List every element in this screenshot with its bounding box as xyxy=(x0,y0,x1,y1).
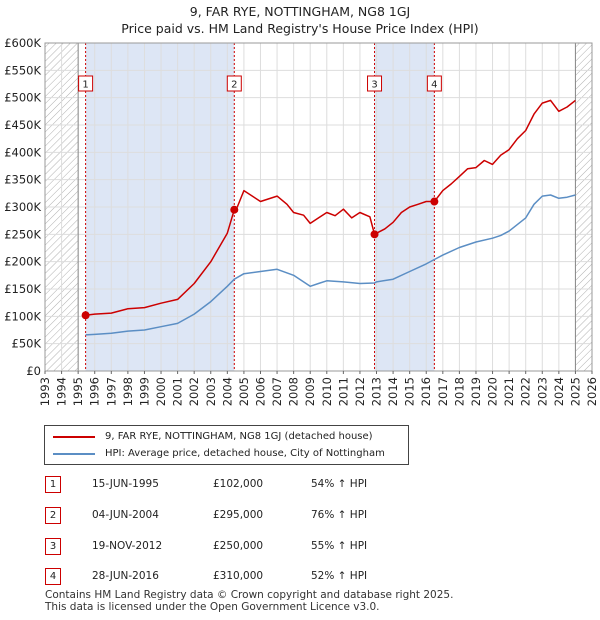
sale-number-box xyxy=(78,75,94,92)
x-tick-label: 2020 xyxy=(486,377,500,406)
x-tick-label: 2023 xyxy=(535,377,549,406)
transaction-price: £250,000 xyxy=(213,540,264,552)
footer-copyright: Contains HM Land Registry data © Crown c… xyxy=(45,589,454,601)
x-tick-label: 2007 xyxy=(270,377,284,406)
legend-hpi-label: HPI: Average price, detached house, City… xyxy=(105,448,385,459)
chart-title: 9, FAR RYE, NOTTINGHAM, NG8 1GJ xyxy=(189,4,411,19)
x-tick-label: 2008 xyxy=(287,377,301,406)
transaction-row: 4 28-JUN-2016 £310,000 52% ↑ HPI xyxy=(0,566,600,588)
x-tick-label: 2010 xyxy=(320,377,334,406)
y-tick-label: £250K xyxy=(4,227,41,241)
y-tick-label: £0 xyxy=(26,364,41,378)
x-tick-label: 2021 xyxy=(502,377,516,406)
transaction-price: £310,000 xyxy=(213,570,264,582)
transaction-number: 2 xyxy=(45,507,61,524)
x-tick-label: 2015 xyxy=(403,377,417,406)
x-tick-label: 2011 xyxy=(336,377,350,406)
y-tick-label: £200K xyxy=(4,255,41,269)
transaction-row: 1 15-JUN-1995 £102,000 54% ↑ HPI xyxy=(0,474,600,496)
x-tick-label: 2000 xyxy=(154,377,168,406)
hpi-line xyxy=(85,194,576,336)
legend-item-hpi: HPI: Average price, detached house, City… xyxy=(53,448,385,459)
x-tick-label: 2006 xyxy=(253,377,267,406)
transaction-hpi-change: 55% ↑ HPI xyxy=(311,540,368,552)
legend-property-label: 9, FAR RYE, NOTTINGHAM, NG8 1GJ (detache… xyxy=(105,431,373,442)
plot-border xyxy=(44,42,593,372)
x-tick-label: 2018 xyxy=(452,377,466,406)
transaction-row: 2 04-JUN-2004 £295,000 76% ↑ HPI xyxy=(0,505,600,527)
transaction-price: £295,000 xyxy=(213,509,264,521)
y-tick-label: £150K xyxy=(4,282,41,296)
y-tick-label: £600K xyxy=(4,36,41,50)
property-price-line xyxy=(85,99,576,316)
y-tick-label: £100K xyxy=(4,309,41,323)
x-tick-label: 2014 xyxy=(386,377,400,406)
property-line-swatch xyxy=(53,435,95,438)
transaction-price: £102,000 xyxy=(213,478,264,490)
x-tick-label: 1998 xyxy=(121,377,135,406)
hpi-line-swatch xyxy=(53,452,95,455)
x-tick-label: 1997 xyxy=(104,377,118,406)
sale-point xyxy=(430,197,439,206)
chart-subtitle: Price paid vs. HM Land Registry's House … xyxy=(121,21,479,36)
x-tick-label: 2025 xyxy=(568,377,582,406)
x-tick-label: 2001 xyxy=(171,377,185,406)
sale-number-box xyxy=(426,75,442,92)
y-tick-label: £450K xyxy=(4,118,41,132)
y-tick-label: £550K xyxy=(4,63,41,77)
x-tick-label: 2022 xyxy=(519,377,533,406)
sale-point xyxy=(370,230,379,239)
x-tick-label: 2003 xyxy=(204,377,218,406)
x-tick-label: 1999 xyxy=(137,377,151,406)
x-tick-label: 2004 xyxy=(220,377,234,406)
x-tick-label: 2002 xyxy=(187,377,201,406)
transaction-hpi-change: 52% ↑ HPI xyxy=(311,570,368,582)
x-tick-label: 2017 xyxy=(436,377,450,406)
sale-point xyxy=(230,205,239,214)
x-tick-label: 2009 xyxy=(303,377,317,406)
x-tick-label: 2026 xyxy=(585,377,599,406)
transaction-date: 04-JUN-2004 xyxy=(92,509,159,521)
x-tick-label: 2016 xyxy=(419,377,433,406)
transaction-date: 15-JUN-1995 xyxy=(92,478,159,490)
x-tick-label: 1995 xyxy=(71,377,85,406)
transaction-row: 3 19-NOV-2012 £250,000 55% ↑ HPI xyxy=(0,536,600,558)
price-chart: 1 2 3 4 £0 £50K £100K £150K £200K £250K £300K £350… xyxy=(4,36,599,406)
x-tick-label: 2005 xyxy=(237,377,251,406)
x-tick-label: 1994 xyxy=(55,377,69,406)
x-tick-label: 2024 xyxy=(552,377,566,406)
x-tick-label: 1993 xyxy=(38,377,52,406)
transaction-hpi-change: 76% ↑ HPI xyxy=(311,509,368,521)
y-tick-label: £350K xyxy=(4,173,41,187)
sale-number-box xyxy=(367,75,383,92)
x-tick-label: 2013 xyxy=(370,377,384,406)
sale-number-box xyxy=(226,75,242,92)
transaction-hpi-change: 54% ↑ HPI xyxy=(311,478,368,490)
x-tick-label: 2019 xyxy=(469,377,483,406)
sale-number-label: 2 xyxy=(231,80,237,91)
footer-license: This data is licensed under the Open Gov… xyxy=(45,601,380,613)
transaction-number: 3 xyxy=(45,538,61,555)
legend-item-property: 9, FAR RYE, NOTTINGHAM, NG8 1GJ (detache… xyxy=(53,431,373,442)
x-tick-label: 2012 xyxy=(353,377,367,406)
sale-number-label: 1 xyxy=(82,80,88,91)
sale-point xyxy=(81,311,90,320)
transaction-number: 1 xyxy=(45,476,61,493)
y-tick-label: £400K xyxy=(4,145,41,159)
transaction-date: 28-JUN-2016 xyxy=(92,570,159,582)
sale-number-label: 4 xyxy=(431,80,437,91)
transaction-date: 19-NOV-2012 xyxy=(92,540,163,552)
x-tick-label: 1996 xyxy=(88,377,102,406)
y-tick-label: £50K xyxy=(12,337,42,351)
transaction-number: 4 xyxy=(45,568,61,585)
chart-legend: 9, FAR RYE, NOTTINGHAM, NG8 1GJ (detache… xyxy=(44,425,409,465)
y-tick-label: £300K xyxy=(4,200,41,214)
sale-number-label: 3 xyxy=(371,80,377,91)
y-tick-label: £500K xyxy=(4,91,41,105)
